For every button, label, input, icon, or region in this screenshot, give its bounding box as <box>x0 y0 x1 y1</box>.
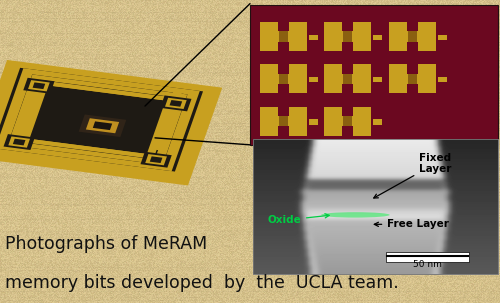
Bar <box>279 74 288 84</box>
Bar <box>343 116 352 126</box>
Bar <box>309 35 318 40</box>
Bar <box>389 22 436 51</box>
Polygon shape <box>170 100 182 107</box>
Text: Photographs of MeRAM: Photographs of MeRAM <box>5 235 207 253</box>
Bar <box>339 74 356 84</box>
Polygon shape <box>28 80 50 92</box>
Polygon shape <box>145 154 167 165</box>
Polygon shape <box>8 75 188 165</box>
Polygon shape <box>12 89 42 151</box>
Bar <box>373 77 382 82</box>
Polygon shape <box>8 136 30 148</box>
Bar <box>342 107 353 136</box>
Polygon shape <box>24 138 172 161</box>
Polygon shape <box>165 98 186 109</box>
Polygon shape <box>78 115 126 137</box>
Bar <box>373 35 382 40</box>
Polygon shape <box>140 152 172 168</box>
Bar <box>438 35 448 40</box>
Bar <box>279 116 288 126</box>
Polygon shape <box>93 122 112 130</box>
Polygon shape <box>20 81 175 158</box>
Bar <box>278 22 289 51</box>
Polygon shape <box>24 78 54 94</box>
Polygon shape <box>86 118 119 133</box>
Bar <box>324 107 371 136</box>
Bar <box>407 64 418 93</box>
Bar <box>438 77 448 82</box>
Bar <box>260 64 307 93</box>
Bar <box>250 5 498 145</box>
Bar <box>324 22 371 51</box>
Bar <box>260 107 307 136</box>
Bar <box>279 31 288 42</box>
Bar <box>278 107 289 136</box>
Bar <box>404 31 421 42</box>
Bar <box>389 64 436 93</box>
Bar <box>342 64 353 93</box>
Bar <box>324 64 371 93</box>
Polygon shape <box>153 89 183 151</box>
Bar <box>343 74 352 84</box>
Bar <box>309 77 318 82</box>
Bar <box>386 251 469 262</box>
Bar <box>309 119 318 125</box>
Text: 50 nm: 50 nm <box>413 260 442 269</box>
Bar <box>373 119 382 125</box>
Polygon shape <box>4 134 35 150</box>
Bar <box>275 74 292 84</box>
Polygon shape <box>32 82 45 89</box>
Bar <box>408 31 417 42</box>
Bar <box>407 22 418 51</box>
Bar <box>342 22 353 51</box>
Ellipse shape <box>321 212 390 218</box>
Bar <box>339 31 356 42</box>
Bar <box>275 116 292 126</box>
Polygon shape <box>0 68 200 171</box>
Text: Oxide: Oxide <box>267 214 329 225</box>
Bar <box>260 22 307 51</box>
Text: memory bits developed  by  the  UCLA team.: memory bits developed by the UCLA team. <box>5 274 399 292</box>
Polygon shape <box>160 95 192 111</box>
Polygon shape <box>150 156 162 163</box>
Bar <box>408 74 417 84</box>
Text: Free Layer: Free Layer <box>374 219 449 229</box>
Polygon shape <box>0 68 203 171</box>
Polygon shape <box>8 75 188 165</box>
Bar <box>339 116 356 126</box>
Bar <box>252 139 498 274</box>
Polygon shape <box>24 78 172 101</box>
Bar <box>252 139 498 274</box>
Bar <box>404 74 421 84</box>
Bar <box>278 64 289 93</box>
Bar <box>275 31 292 42</box>
Text: Fixed
Layer: Fixed Layer <box>374 153 452 198</box>
Bar <box>343 31 352 42</box>
Polygon shape <box>18 80 176 159</box>
Polygon shape <box>30 85 166 154</box>
Polygon shape <box>13 139 26 145</box>
Polygon shape <box>0 60 222 185</box>
